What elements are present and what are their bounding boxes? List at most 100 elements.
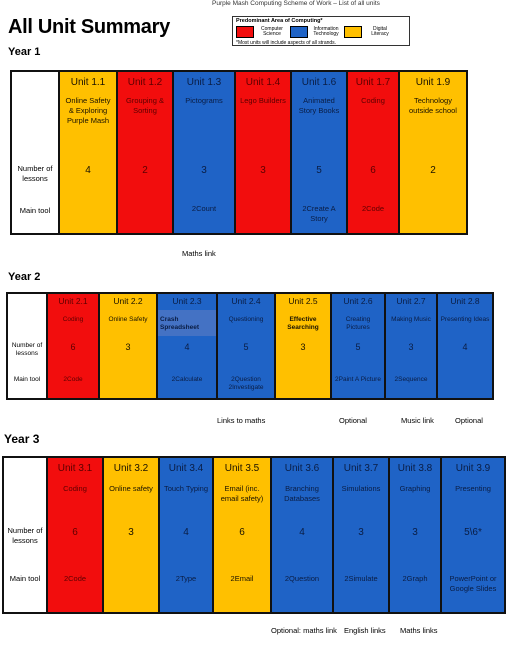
unit-1-9-name: Technology outside school bbox=[409, 96, 457, 115]
unit-3-2-name: Online safety bbox=[109, 484, 153, 493]
legend-label-computer-science: Computer Science bbox=[261, 25, 283, 37]
year-2-units-row: Number of lessons Main tool Unit 2.1 Coding… bbox=[6, 292, 494, 400]
unit-3-6-lessons: 4 bbox=[299, 527, 305, 538]
year-2-note-optional-2-6: Optional bbox=[339, 416, 367, 425]
unit-2-7-card: Unit 2.7 Making Music 3 2Sequence bbox=[386, 294, 438, 398]
unit-1-9-card: Unit 1.9 Technology outside school 2 bbox=[400, 72, 466, 233]
unit-2-6-lessons: 5 bbox=[355, 342, 361, 352]
unit-3-1-name: Coding bbox=[63, 484, 87, 493]
unit-3-1-tool: 2Code bbox=[63, 574, 87, 583]
unit-3-4-lessons: 4 bbox=[183, 527, 189, 538]
unit-1-4-card: Unit 1.4 Lego Builders 3 bbox=[236, 72, 292, 233]
unit-1-7-tool: 2Code bbox=[361, 204, 385, 213]
unit-1-3-lessons: 3 bbox=[201, 165, 207, 176]
year-1-row-labels: Number of lessons Main tool bbox=[12, 72, 60, 233]
year-2-note-music-link: Music link bbox=[401, 416, 434, 425]
unit-3-5-code: Unit 3.5 bbox=[224, 463, 260, 474]
unit-3-1-code: Unit 3.1 bbox=[57, 463, 93, 474]
unit-2-5-card: Unit 2.5 Effective Searching 3 bbox=[276, 294, 332, 398]
unit-2-8-lessons: 4 bbox=[462, 342, 468, 352]
unit-1-2-card: Unit 1.2 Grouping & Sorting 2 bbox=[118, 72, 174, 233]
unit-1-6-name: Animated Story Books bbox=[298, 96, 340, 115]
unit-1-2-lessons: 2 bbox=[142, 165, 148, 176]
unit-1-1-code: Unit 1.1 bbox=[70, 77, 106, 88]
year-1-note-maths-link: Maths link bbox=[182, 249, 216, 258]
unit-1-6-lessons: 5 bbox=[316, 165, 322, 176]
legend-heading: Predominant Area of Computing* bbox=[236, 18, 323, 24]
unit-1-2-code: Unit 1.2 bbox=[127, 77, 163, 88]
main-tool-label: Main tool bbox=[13, 376, 41, 383]
year-3-note-maths-links: Maths links bbox=[400, 626, 438, 635]
unit-3-7-card: Unit 3.7 Simulations 3 2Simulate bbox=[334, 458, 390, 612]
unit-3-8-tool: 2Graph bbox=[402, 574, 428, 583]
unit-1-7-name: Coding bbox=[361, 96, 385, 105]
number-of-lessons-label: Number of lessons bbox=[7, 526, 43, 545]
document-caption: Purple Mash Computing Scheme of Work – L… bbox=[212, 0, 380, 7]
year-3-units-row: Number of lessons Main tool Unit 3.1 Coding… bbox=[2, 456, 506, 614]
unit-2-8-name: Presenting Ideas bbox=[440, 316, 490, 323]
year-2-note-optional-2-8: Optional bbox=[455, 416, 483, 425]
unit-3-7-lessons: 3 bbox=[358, 527, 364, 538]
unit-1-6-tool: 2Create A Story bbox=[302, 204, 336, 223]
page-title: All Unit Summary bbox=[8, 16, 170, 38]
year-3-note-optional-maths: Optional: maths link bbox=[271, 626, 337, 635]
number-of-lessons-label: Number of lessons bbox=[17, 164, 53, 183]
unit-3-5-tool: 2Email bbox=[230, 574, 254, 583]
unit-1-1-name: Online Safety & Exploring Purple Mash bbox=[65, 96, 111, 125]
unit-1-1-card: Unit 1.1 Online Safety & Exploring Purple… bbox=[60, 72, 118, 233]
year-2-row-labels: Number of lessons Main tool bbox=[8, 294, 48, 398]
unit-2-3-code: Unit 2.3 bbox=[172, 296, 202, 306]
unit-1-4-code: Unit 1.4 bbox=[245, 77, 281, 88]
unit-2-6-tool: 2Paint A Picture bbox=[335, 376, 381, 383]
unit-3-7-tool: 2Simulate bbox=[344, 574, 378, 583]
unit-2-3-name-panel bbox=[158, 310, 216, 336]
area-legend: Predominant Area of Computing* Computer … bbox=[232, 16, 410, 46]
unit-3-9-code: Unit 3.9 bbox=[455, 463, 491, 474]
unit-1-1-lessons: 4 bbox=[85, 165, 91, 176]
unit-2-4-code: Unit 2.4 bbox=[231, 296, 261, 306]
year-2-heading: Year 2 bbox=[8, 271, 41, 283]
unit-2-5-code: Unit 2.5 bbox=[288, 296, 318, 306]
unit-2-1-tool: 2Code bbox=[63, 376, 83, 383]
unit-3-4-name: Touch Typing bbox=[163, 484, 209, 493]
unit-3-7-code: Unit 3.7 bbox=[343, 463, 379, 474]
unit-1-4-lessons: 3 bbox=[260, 165, 266, 176]
unit-3-6-name: Branching Databases bbox=[284, 484, 320, 503]
unit-1-3-code: Unit 1.3 bbox=[186, 77, 222, 88]
unit-3-1-card: Unit 3.1 Coding 6 2Code bbox=[48, 458, 104, 612]
unit-3-2-card: Unit 3.2 Online safety 3 bbox=[104, 458, 160, 612]
unit-2-4-tool: 2Question 2Investigate bbox=[228, 376, 264, 392]
unit-2-3-card: Unit 2.3 Crash Spreadsheet 4 2Calculate bbox=[158, 294, 218, 398]
main-tool-label: Main tool bbox=[9, 574, 41, 583]
unit-2-1-card: Unit 2.1 Coding 6 2Code bbox=[48, 294, 100, 398]
unit-1-6-code: Unit 1.6 bbox=[301, 77, 337, 88]
unit-1-7-lessons: 6 bbox=[370, 165, 376, 176]
unit-3-9-card: Unit 3.9 Presenting 5\6* PowerPoint or Goog… bbox=[442, 458, 504, 612]
unit-1-3-card: Unit 1.3 Pictograms 3 2Count bbox=[174, 72, 236, 233]
unit-2-3-name: Crash Spreadsheet bbox=[160, 316, 200, 332]
unit-3-5-name: Email (inc. email safety) bbox=[220, 484, 264, 503]
unit-1-7-card: Unit 1.7 Coding 6 2Code bbox=[348, 72, 400, 233]
unit-2-2-lessons: 3 bbox=[125, 342, 131, 352]
unit-2-2-card: Unit 2.2 Online Safety 3 bbox=[100, 294, 158, 398]
unit-2-4-card: Unit 2.4 Questioning 5 2Question 2Investiga… bbox=[218, 294, 276, 398]
unit-3-6-code: Unit 3.6 bbox=[284, 463, 320, 474]
unit-2-7-lessons: 3 bbox=[408, 342, 414, 352]
unit-3-9-name: Presenting bbox=[455, 484, 491, 493]
unit-2-5-lessons: 3 bbox=[300, 342, 306, 352]
unit-3-4-tool: 2Type bbox=[175, 574, 197, 583]
unit-1-9-lessons: 2 bbox=[430, 165, 436, 176]
year-3-heading: Year 3 bbox=[4, 432, 40, 446]
unit-1-4-name: Lego Builders bbox=[240, 96, 286, 105]
year-1-units-row: Number of lessons Main tool Unit 1.1 Online… bbox=[10, 70, 468, 235]
year-3-row-labels: Number of lessons Main tool bbox=[4, 458, 48, 612]
unit-2-1-code: Unit 2.1 bbox=[58, 296, 88, 306]
unit-2-4-name: Questioning bbox=[228, 316, 264, 323]
unit-3-6-card: Unit 3.6 Branching Databases 4 2Question bbox=[272, 458, 334, 612]
unit-3-9-lessons: 5\6* bbox=[464, 527, 482, 538]
year-1-heading: Year 1 bbox=[8, 46, 41, 58]
unit-2-6-code: Unit 2.6 bbox=[343, 296, 373, 306]
unit-1-2-name: Grouping & Sorting bbox=[126, 96, 164, 115]
unit-2-3-tool: 2Calculate bbox=[171, 376, 203, 383]
unit-3-8-code: Unit 3.8 bbox=[397, 463, 433, 474]
